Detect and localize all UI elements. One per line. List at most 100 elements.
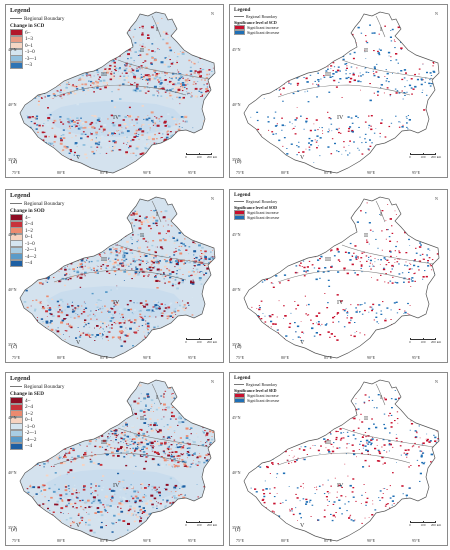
raster-cell (288, 83, 290, 84)
raster-cell (350, 304, 352, 306)
raster-cell (422, 148, 425, 150)
raster-cell (61, 97, 63, 99)
raster-cell (128, 120, 130, 121)
raster-cell (174, 52, 175, 53)
raster-cell (355, 307, 357, 309)
raster-cell (349, 152, 351, 154)
raster-cell (54, 277, 56, 278)
raster-cell (416, 231, 418, 232)
raster-cell (381, 210, 384, 212)
raster-cell (175, 86, 178, 89)
raster-cell (204, 252, 207, 254)
raster-cell (107, 339, 109, 341)
raster-cell (133, 214, 135, 216)
raster-cell (151, 450, 154, 452)
raster-cell (37, 275, 40, 277)
raster-cell (120, 339, 122, 341)
raster-cell (379, 214, 381, 215)
raster-cell (120, 246, 123, 249)
raster-cell (384, 281, 386, 283)
raster-cell (150, 428, 153, 430)
raster-cell (198, 271, 200, 273)
legend-class-label: 0~1 (25, 234, 33, 240)
raster-cell (73, 154, 75, 156)
raster-cell (176, 61, 178, 64)
raster-cell (397, 258, 399, 260)
raster-cell (32, 449, 35, 452)
raster-cell (60, 89, 62, 91)
raster-cell (49, 273, 52, 275)
raster-cell (322, 130, 323, 132)
raster-cell (54, 93, 57, 95)
raster-cell (389, 255, 392, 258)
raster-cell (84, 507, 87, 509)
raster-cell (122, 255, 125, 257)
raster-cell (365, 71, 368, 73)
raster-cell (367, 148, 370, 150)
raster-cell (147, 90, 150, 92)
raster-cell (113, 66, 117, 69)
raster-cell (319, 68, 321, 70)
raster-cell (73, 270, 76, 272)
raster-cell (331, 130, 333, 132)
raster-cell (147, 409, 150, 411)
raster-cell (163, 403, 166, 406)
raster-cell (127, 409, 130, 411)
raster-cell (186, 261, 188, 263)
raster-cell (167, 449, 170, 451)
raster-cell (44, 135, 47, 138)
raster-cell (199, 88, 202, 90)
raster-cell (194, 70, 197, 72)
raster-cell (87, 499, 90, 502)
raster-cell (188, 45, 191, 48)
raster-cell (68, 449, 70, 450)
raster-cell (85, 333, 88, 336)
raster-cell (390, 56, 392, 58)
raster-cell (110, 233, 113, 236)
raster-cell (129, 307, 131, 309)
raster-cell (195, 463, 197, 465)
raster-cell (45, 449, 49, 452)
raster-cell (96, 334, 100, 336)
raster-cell (145, 216, 148, 218)
raster-cell (58, 301, 62, 304)
raster-cell (385, 80, 388, 82)
raster-cell (416, 224, 419, 226)
raster-cell (171, 134, 174, 136)
raster-cell (24, 155, 27, 157)
raster-cell (347, 315, 349, 316)
raster-cell (147, 49, 150, 51)
raster-cell (369, 145, 372, 147)
raster-cell (151, 458, 155, 461)
raster-cell (132, 36, 135, 38)
raster-cell (66, 77, 69, 80)
raster-cell (55, 503, 59, 506)
raster-cell (181, 148, 183, 150)
raster-cell (169, 241, 171, 242)
raster-cell (70, 92, 72, 94)
raster-cell (350, 66, 353, 68)
raster-cell (203, 533, 205, 535)
raster-cell (266, 272, 269, 274)
raster-cell (65, 273, 68, 275)
raster-cell (175, 522, 179, 525)
raster-cell (51, 127, 54, 129)
raster-cell (74, 85, 77, 88)
raster-cell (169, 477, 173, 480)
raster-cell (425, 51, 427, 53)
raster-cell (98, 78, 100, 80)
raster-cell (149, 269, 152, 272)
raster-cell (272, 283, 274, 284)
raster-cell (137, 134, 140, 135)
raster-cell (119, 75, 122, 77)
raster-cell (123, 129, 126, 132)
raster-cell (414, 85, 417, 88)
longitude-label: 75°E (11, 355, 21, 360)
raster-cell (28, 516, 31, 518)
raster-cell (127, 142, 129, 144)
raster-cell (349, 73, 351, 75)
raster-cell (251, 306, 253, 308)
raster-cell (342, 58, 345, 61)
raster-cell (29, 88, 33, 90)
raster-cell (148, 274, 150, 276)
